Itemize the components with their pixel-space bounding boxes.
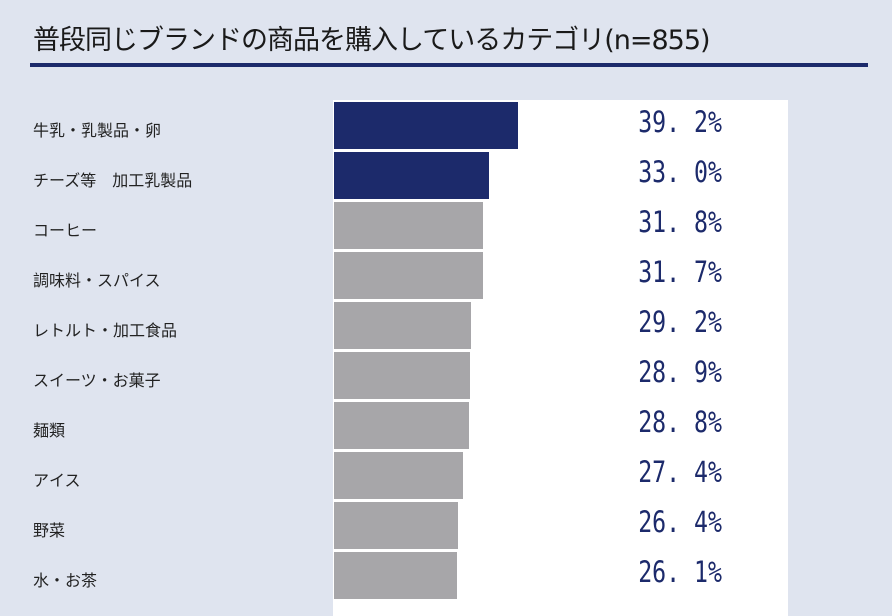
bar xyxy=(334,352,470,399)
bar xyxy=(334,452,463,499)
value-label: 31. 8% xyxy=(638,205,722,239)
bar xyxy=(334,152,489,199)
bar-row: 麺類 28. 8% xyxy=(0,401,892,451)
bar-row: 野菜 26. 4% xyxy=(0,501,892,551)
bar-row: コーヒー 31. 8% xyxy=(0,201,892,251)
category-label: 野菜 xyxy=(33,521,66,540)
bar xyxy=(334,302,472,349)
bar xyxy=(334,552,457,599)
bar xyxy=(334,202,484,249)
category-label: 水・お茶 xyxy=(33,571,98,590)
bar xyxy=(334,252,483,299)
value-label: 31. 7% xyxy=(638,255,722,289)
category-label: チーズ等 加工乳製品 xyxy=(33,171,193,190)
value-label: 29. 2% xyxy=(638,305,722,339)
bar xyxy=(334,102,518,149)
value-label: 28. 8% xyxy=(638,405,722,439)
bar-row: アイス 27. 4% xyxy=(0,451,892,501)
bar xyxy=(334,502,458,549)
value-label: 39. 2% xyxy=(638,105,722,139)
value-label: 27. 4% xyxy=(638,455,722,489)
category-label: コーヒー xyxy=(33,221,98,240)
chart-title: 普段同じブランドの商品を購入しているカテゴリ(n=855) xyxy=(33,25,711,56)
category-label: 牛乳・乳製品・卵 xyxy=(33,121,162,140)
value-label: 26. 1% xyxy=(638,555,722,589)
category-label: アイス xyxy=(33,471,81,490)
value-label: 26. 4% xyxy=(638,505,722,539)
category-label: レトルト・加工食品 xyxy=(33,321,178,340)
value-label: 28. 9% xyxy=(638,355,722,389)
category-label: 調味料・スパイス xyxy=(33,271,161,290)
value-label: 33. 0% xyxy=(638,155,722,189)
bar-row: レトルト・加工食品 29. 2% xyxy=(0,301,892,351)
bar-row: 牛乳・乳製品・卵 39. 2% xyxy=(0,101,892,151)
bar-row: 調味料・スパイス 31. 7% xyxy=(0,251,892,301)
bar xyxy=(334,402,470,449)
category-label: 麺類 xyxy=(33,421,66,440)
category-label: スイーツ・お菓子 xyxy=(33,371,161,390)
bar-row: 水・お茶 26. 1% xyxy=(0,551,892,601)
bar-row: スイーツ・お菓子 28. 9% xyxy=(0,351,892,401)
title-underline xyxy=(30,63,868,67)
bar-row: チーズ等 加工乳製品 33. 0% xyxy=(0,151,892,201)
